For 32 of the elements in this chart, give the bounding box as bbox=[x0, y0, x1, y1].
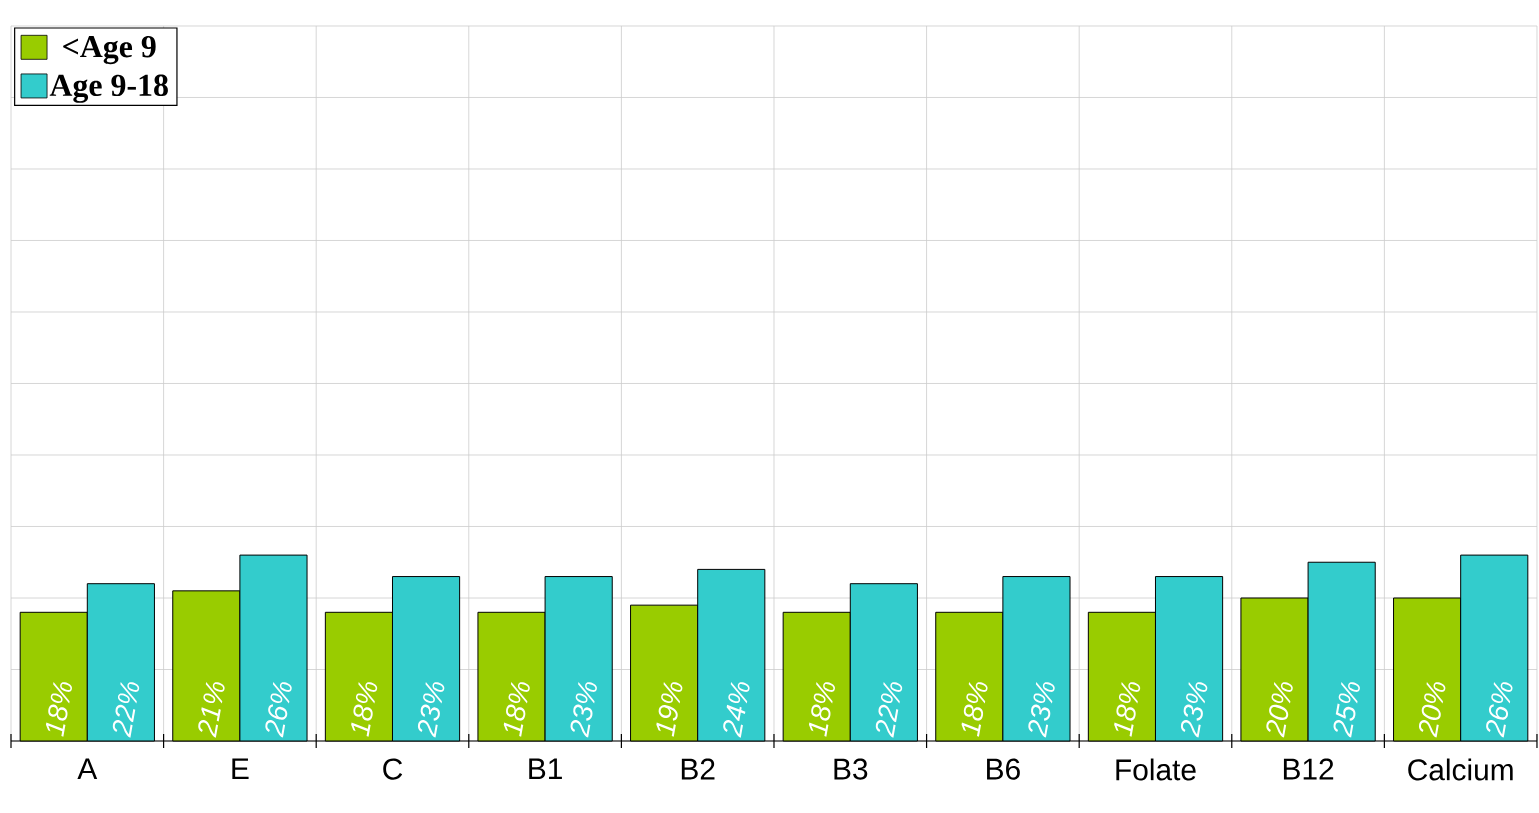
data-label: 19% bbox=[656, 681, 683, 737]
data-label: 18% bbox=[45, 681, 72, 737]
x-tick-label: Calcium bbox=[1408, 758, 1513, 781]
data-label: 23% bbox=[1028, 681, 1055, 738]
x-tick-label: B12 bbox=[1283, 758, 1334, 780]
x-tick-label: A bbox=[77, 758, 98, 780]
data-label: 18% bbox=[503, 681, 530, 737]
x-tick-label: E bbox=[232, 758, 249, 780]
data-label: 18% bbox=[1114, 681, 1141, 737]
data-label: 22% bbox=[875, 681, 903, 738]
data-label: 21% bbox=[198, 681, 225, 738]
x-tick-label: B6 bbox=[987, 758, 1020, 780]
x-tick-label: B2 bbox=[681, 758, 715, 780]
data-label: 23% bbox=[1180, 681, 1208, 738]
legend-label: Age 9-18 bbox=[49, 74, 168, 103]
data-label: 23% bbox=[570, 681, 597, 738]
x-tick-label: B3 bbox=[834, 758, 868, 780]
x-tick-label: Folate bbox=[1116, 758, 1196, 781]
data-label: 18% bbox=[961, 681, 988, 737]
data-label: 18% bbox=[808, 681, 835, 737]
x-tick-label: B1 bbox=[529, 758, 562, 780]
data-label: 22% bbox=[112, 681, 140, 738]
x-tick-label: C bbox=[383, 758, 403, 780]
data-label: 20% bbox=[1266, 681, 1293, 738]
data-label: 23% bbox=[417, 681, 445, 738]
data-label: 24% bbox=[723, 681, 750, 738]
data-label: 18% bbox=[351, 681, 378, 737]
data-label: 26% bbox=[265, 681, 292, 738]
data-label: 26% bbox=[1486, 681, 1513, 738]
data-label: 20% bbox=[1418, 681, 1446, 738]
legend-label: <Age 9 bbox=[63, 36, 156, 65]
data-label: 25% bbox=[1333, 681, 1360, 738]
